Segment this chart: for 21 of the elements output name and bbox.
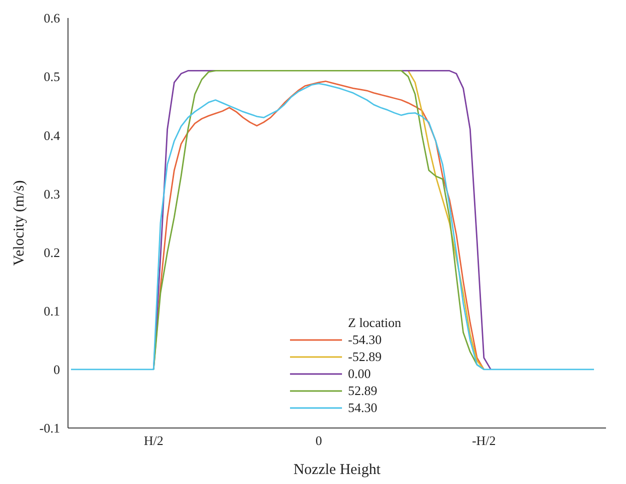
legend-label: 52.89	[348, 382, 378, 399]
legend-label: -54.30	[348, 331, 382, 348]
x-axis-title: Nozzle Height	[293, 462, 382, 478]
line-series	[70, 82, 595, 370]
legend-title: Z location	[347, 314, 402, 331]
x-tick-label: 0	[315, 433, 322, 448]
legend-label: 0.00	[348, 365, 371, 382]
y-tick-label: 0	[54, 362, 60, 378]
y-tick-label: 0.1	[44, 303, 60, 318]
y-tick-label: -0.1	[39, 420, 60, 436]
line-series	[407, 70, 485, 370]
y-tick-label: 0.4	[44, 128, 60, 143]
y-axis-title: Velocity (m/s)	[11, 180, 28, 266]
y-tick-label: 0.2	[44, 244, 60, 260]
y-tick-label: 0.5	[44, 69, 60, 84]
y-tick-label: 0.6	[44, 10, 60, 26]
legend-label: 54.30	[348, 399, 378, 416]
x-tick-label: -H/2	[472, 433, 496, 448]
legend-label: -52.89	[348, 348, 382, 365]
y-tick-label: 0.3	[44, 186, 60, 202]
x-tick-label: H/2	[144, 433, 164, 448]
